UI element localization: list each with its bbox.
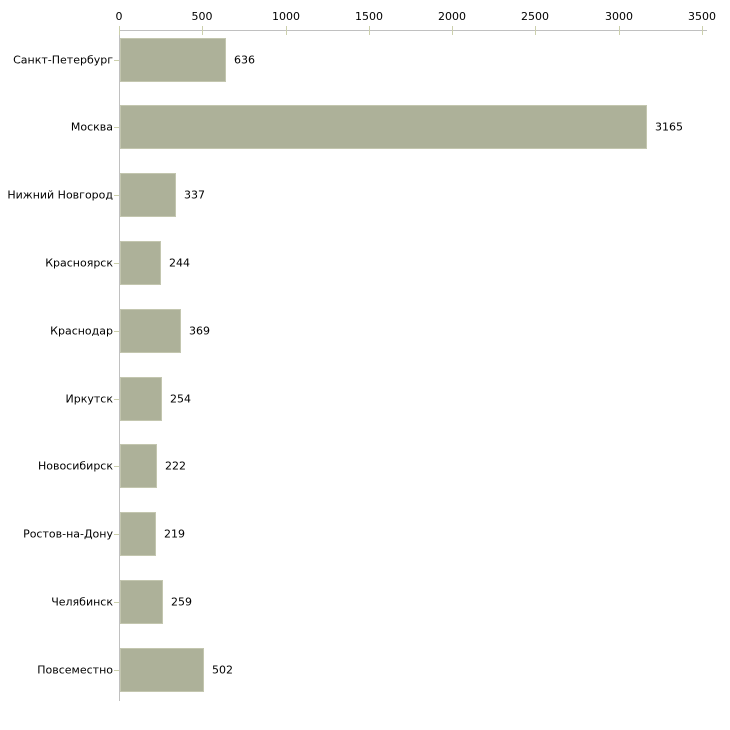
- bar: [120, 580, 163, 624]
- x-axis-tick: [702, 26, 703, 35]
- x-axis-tick-label: 1000: [272, 10, 300, 23]
- x-axis-tick: [535, 26, 536, 35]
- y-axis-tick: [114, 534, 119, 535]
- category-label: Краснодар: [50, 324, 113, 338]
- y-axis-tick: [114, 263, 119, 264]
- x-axis-tick: [202, 26, 203, 35]
- y-axis-tick: [114, 127, 119, 128]
- x-axis-tick-label: 3000: [605, 10, 633, 23]
- category-label: Челябинск: [51, 595, 113, 609]
- bar-value-label: 244: [169, 256, 190, 270]
- bar: [120, 105, 647, 149]
- bar-value-label: 337: [184, 188, 205, 202]
- bar-value-label: 502: [212, 663, 233, 677]
- x-axis-tick: [452, 26, 453, 35]
- x-axis-tick-label: 0: [115, 10, 123, 23]
- x-axis-tick-label: 2000: [438, 10, 466, 23]
- x-axis-line: [119, 30, 707, 31]
- bar: [120, 377, 162, 421]
- x-axis-tick: [619, 26, 620, 35]
- bar: [120, 38, 226, 82]
- x-axis-tick: [369, 26, 370, 35]
- x-axis-tick-label: 500: [191, 10, 213, 23]
- category-label: Красноярск: [45, 256, 113, 270]
- bar: [120, 512, 156, 556]
- bar-value-label: 219: [164, 527, 185, 541]
- y-axis-tick: [114, 399, 119, 400]
- bar-value-label: 636: [234, 53, 255, 67]
- x-axis-tick-label: 3500: [688, 10, 716, 23]
- bar-value-label: 3165: [655, 120, 683, 134]
- category-label: Повсеместно: [37, 663, 113, 677]
- bar-value-label: 222: [165, 459, 186, 473]
- y-axis-line: [119, 30, 120, 701]
- category-label: Иркутск: [65, 392, 113, 406]
- y-axis-tick: [114, 466, 119, 467]
- y-axis-tick: [114, 670, 119, 671]
- bar-value-label: 254: [170, 392, 191, 406]
- bar: [120, 648, 204, 692]
- x-axis-tick: [119, 26, 120, 35]
- category-label: Санкт-Петербург: [13, 53, 113, 67]
- x-axis-tick: [286, 26, 287, 35]
- x-axis-tick-label: 1500: [355, 10, 383, 23]
- bar: [120, 444, 157, 488]
- bar: [120, 309, 181, 353]
- category-label: Москва: [70, 120, 113, 134]
- x-axis-tick-label: 2500: [521, 10, 549, 23]
- y-axis-tick: [114, 602, 119, 603]
- bar-value-label: 369: [189, 324, 210, 338]
- y-axis-tick: [114, 331, 119, 332]
- y-axis-tick: [114, 195, 119, 196]
- y-axis-tick: [114, 60, 119, 61]
- category-label: Ростов-на-Дону: [23, 527, 113, 541]
- category-label: Новосибирск: [37, 459, 113, 473]
- bar: [120, 173, 176, 217]
- bar: [120, 241, 161, 285]
- category-label: Нижний Новгород: [7, 188, 113, 202]
- bar-value-label: 259: [171, 595, 192, 609]
